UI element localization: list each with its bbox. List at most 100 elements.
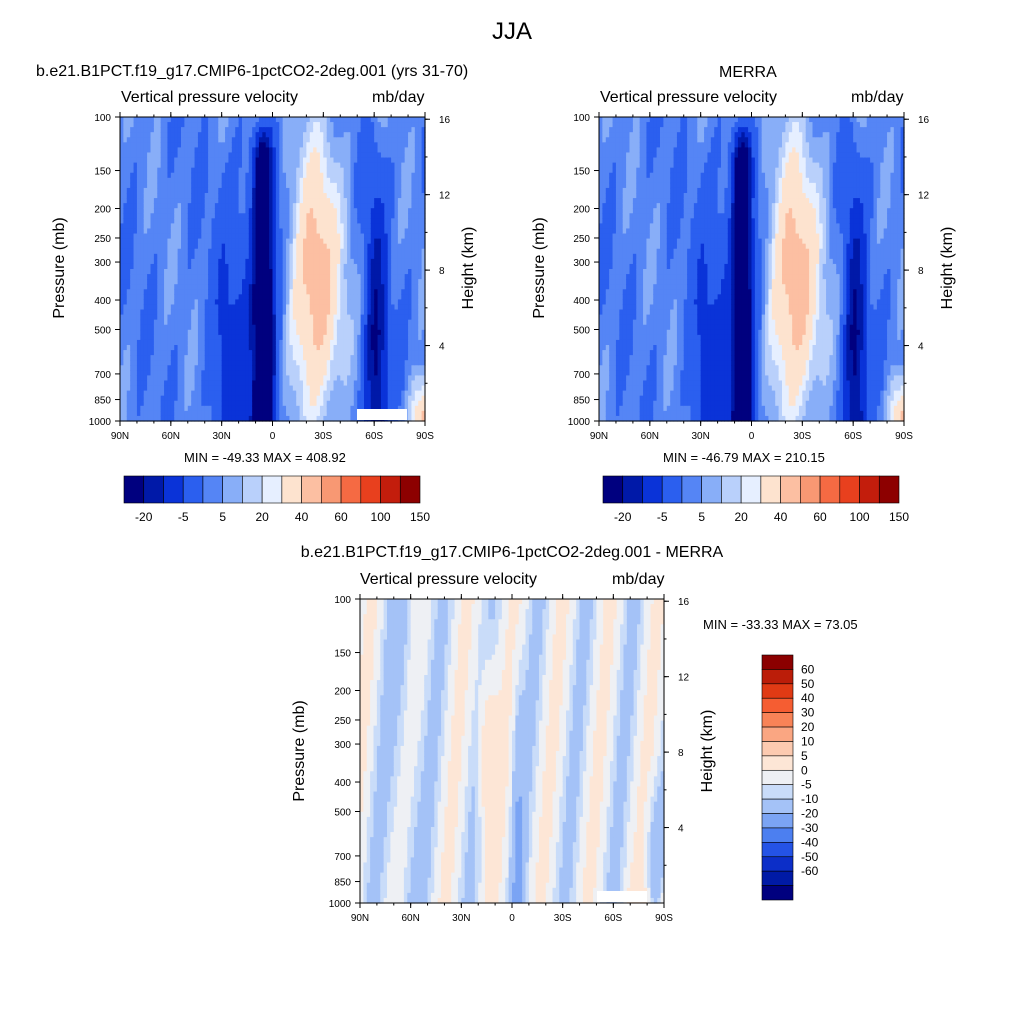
contour-cell xyxy=(147,339,152,346)
contour-cell xyxy=(191,233,196,240)
contour-cell xyxy=(170,218,175,224)
contour-cell xyxy=(143,213,148,219)
contour-cell xyxy=(181,258,185,265)
contour-cell xyxy=(211,157,216,164)
contour-cell xyxy=(130,360,135,366)
contour-cell xyxy=(150,142,155,148)
contour-cell xyxy=(174,233,179,240)
contour-cell xyxy=(194,294,199,300)
contour-cell xyxy=(160,370,165,376)
contour-cell xyxy=(187,370,192,376)
contour-cell xyxy=(167,228,172,235)
contour-cell xyxy=(204,294,209,300)
contour-cell xyxy=(153,329,158,336)
contour-cell xyxy=(174,350,179,356)
contour-cell xyxy=(208,380,213,387)
contour-cell xyxy=(197,187,202,194)
contour-cell xyxy=(150,198,155,204)
contour-cell xyxy=(126,289,131,295)
contour-cell xyxy=(136,405,141,412)
contour-cell xyxy=(120,400,124,407)
contour-cell xyxy=(211,132,216,138)
contour-cell xyxy=(143,238,148,245)
contour-cell xyxy=(157,304,162,311)
contour-cell xyxy=(130,218,135,224)
contour-cell xyxy=(184,314,189,321)
contour-cell xyxy=(120,309,124,316)
contour-cell xyxy=(133,167,138,174)
contour-cell xyxy=(126,147,131,154)
contour-cell xyxy=(201,385,206,392)
contour-cell xyxy=(143,117,148,123)
contour-cell xyxy=(126,299,131,306)
contour-cell xyxy=(164,410,169,417)
contour-cell xyxy=(164,233,169,240)
contour-cell xyxy=(187,152,192,159)
contour-cell xyxy=(170,162,175,169)
contour-cell xyxy=(170,203,175,209)
contour-cell xyxy=(177,233,182,240)
contour-cell xyxy=(157,400,162,407)
contour-cell xyxy=(133,117,138,123)
contour-cell xyxy=(170,213,175,219)
contour-cell xyxy=(184,405,189,412)
contour-cell xyxy=(194,380,199,387)
contour-cell xyxy=(194,410,199,417)
contour-cell xyxy=(208,299,213,306)
contour-cell xyxy=(140,182,145,189)
contour-cell xyxy=(150,213,155,219)
contour-cell xyxy=(123,193,128,199)
contour-cell xyxy=(160,309,165,316)
contour-cell xyxy=(143,137,148,143)
contour-cell xyxy=(170,350,175,356)
contour-cell xyxy=(187,218,192,224)
contour-cell xyxy=(194,284,199,290)
contour-cell xyxy=(147,127,152,133)
contour-cell xyxy=(201,410,206,417)
contour-cell xyxy=(174,355,179,361)
contour-cell xyxy=(170,243,175,250)
contour-cell xyxy=(181,309,185,316)
contour-cell xyxy=(143,380,148,387)
contour-cell xyxy=(184,122,189,128)
contour-cell xyxy=(164,324,169,331)
contour-cell xyxy=(143,289,148,295)
contour-cell xyxy=(184,400,189,407)
contour-cell xyxy=(126,319,131,326)
contour-cell xyxy=(133,269,138,275)
contour-cell xyxy=(191,208,196,214)
contour-cell xyxy=(167,380,172,387)
contour-cell xyxy=(136,253,141,260)
contour-cell xyxy=(160,193,165,199)
contour-cell xyxy=(150,360,155,366)
contour-cell xyxy=(204,137,209,143)
contour-cell xyxy=(208,284,213,290)
contour-cell xyxy=(197,324,202,331)
contour-cell xyxy=(150,269,155,275)
contour-cell xyxy=(133,284,138,290)
contour-cell xyxy=(201,314,206,321)
contour-cell xyxy=(123,304,128,311)
contour-cell xyxy=(123,370,128,376)
contour-cell xyxy=(143,365,148,371)
contour-cell xyxy=(157,233,162,240)
contour-cell xyxy=(160,385,165,392)
contour-cell xyxy=(143,334,148,341)
contour-cell xyxy=(164,329,169,336)
contour-cell xyxy=(130,172,135,179)
contour-cell xyxy=(157,319,162,326)
contour-cell xyxy=(167,355,172,361)
contour-cell xyxy=(164,405,169,412)
contour-cell xyxy=(123,167,128,174)
contour-cell xyxy=(187,248,192,255)
contour-cell xyxy=(133,162,138,169)
contour-cell xyxy=(140,263,145,270)
contour-cell xyxy=(157,248,162,255)
contour-cell xyxy=(133,187,138,194)
contour-cell xyxy=(140,339,145,346)
contour-cell xyxy=(194,198,199,204)
contour-cell xyxy=(130,385,135,392)
contour-cell xyxy=(208,223,213,230)
contour-cell xyxy=(143,400,148,407)
contour-cell xyxy=(164,269,169,275)
